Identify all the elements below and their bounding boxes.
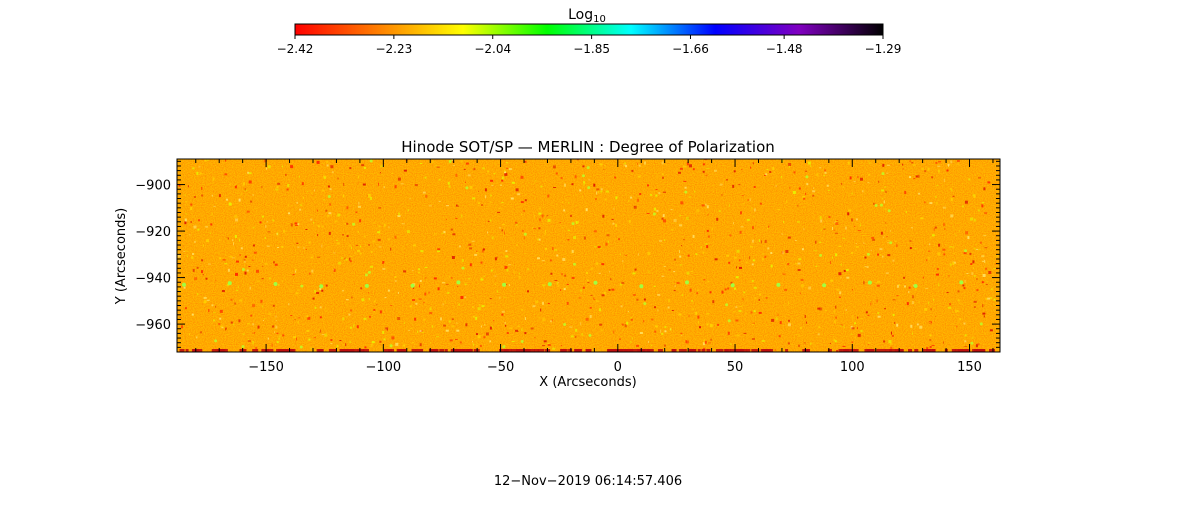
y-tick-label: −920 bbox=[135, 225, 171, 240]
heatmap-field bbox=[177, 159, 1000, 352]
colorbar-tick-label: −2.42 bbox=[277, 42, 314, 56]
plot-frame bbox=[176, 158, 1001, 353]
x-tick-label: −150 bbox=[248, 360, 284, 375]
colorbar bbox=[294, 23, 884, 36]
colorbar-tick-label: −2.04 bbox=[474, 42, 511, 56]
chart-title: Hinode SOT/SP — MERLIN : Degree of Polar… bbox=[401, 138, 775, 156]
x-tick-label: 150 bbox=[957, 360, 982, 375]
colorbar-ticks: −2.42 −2.23 −2.04 −1.85 −1.66 −1.48 −1.29 bbox=[277, 35, 902, 56]
colorbar-tick-label: −2.23 bbox=[375, 42, 412, 56]
y-tick-label: −900 bbox=[135, 179, 171, 194]
y-axis: −900 −920 −940 −960 bbox=[135, 160, 1000, 353]
colorbar-tick-label: −1.85 bbox=[573, 42, 610, 56]
colorbar-tick-label: −1.29 bbox=[865, 42, 902, 56]
colorbar-label: Log10 bbox=[568, 7, 606, 25]
x-tick-label: 100 bbox=[840, 360, 865, 375]
y-tick-label: −960 bbox=[135, 318, 171, 333]
x-tick-label: 0 bbox=[614, 360, 622, 375]
colorbar-tick-label: −1.66 bbox=[672, 42, 709, 56]
timestamp: 12−Nov−2019 06:14:57.406 bbox=[494, 474, 682, 489]
x-axis-label: X (Arcseconds) bbox=[539, 375, 636, 390]
x-tick-label: −100 bbox=[365, 360, 401, 375]
colorbar-tick-label: −1.48 bbox=[766, 42, 803, 56]
y-axis-label: Y (Arcseconds) bbox=[114, 208, 129, 305]
x-tick-label: −50 bbox=[487, 360, 514, 375]
y-tick-label: −940 bbox=[135, 272, 171, 287]
x-tick-label: 50 bbox=[727, 360, 744, 375]
x-axis: −150 −100 −50 0 50 100 150 bbox=[195, 159, 994, 375]
